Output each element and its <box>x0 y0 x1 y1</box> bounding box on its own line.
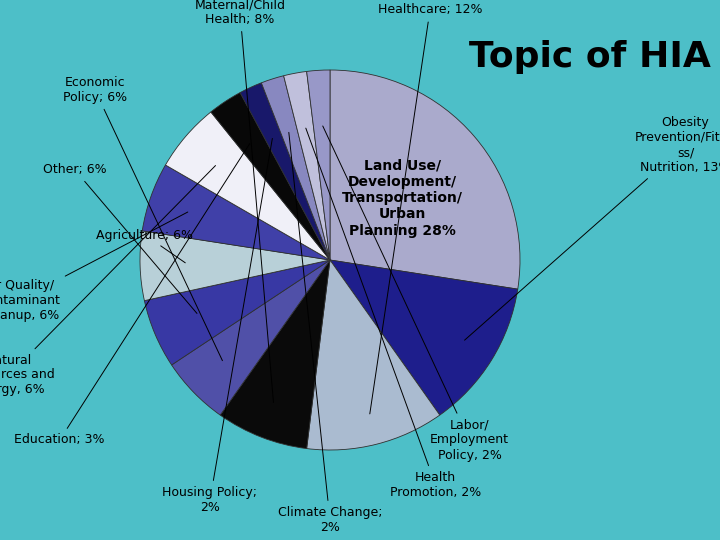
Text: Education; 3%: Education; 3% <box>14 144 250 447</box>
Wedge shape <box>171 260 330 415</box>
Text: Housing Policy;
2%: Housing Policy; 2% <box>163 138 272 514</box>
Wedge shape <box>211 92 330 260</box>
Text: Health
Promotion, 2%: Health Promotion, 2% <box>306 128 481 499</box>
Text: Healthcare; 12%: Healthcare; 12% <box>370 3 482 414</box>
Wedge shape <box>330 260 518 415</box>
Text: Land Use/
Development/
Transportation/
Urban
Planning 28%: Land Use/ Development/ Transportation/ U… <box>342 159 463 238</box>
Wedge shape <box>261 76 330 260</box>
Text: Maternal/Child
Health; 8%: Maternal/Child Health; 8% <box>194 0 286 402</box>
Wedge shape <box>166 112 330 260</box>
Text: Obesity
Prevention/Fitne
ss/
Nutrition, 13%: Obesity Prevention/Fitne ss/ Nutrition, … <box>464 116 720 340</box>
Wedge shape <box>145 260 330 365</box>
Wedge shape <box>220 260 330 449</box>
Text: Topic of HIA: Topic of HIA <box>469 40 711 74</box>
Wedge shape <box>307 260 440 450</box>
Wedge shape <box>140 231 330 301</box>
Wedge shape <box>284 71 330 260</box>
Text: Natural
Resources and
Energy, 6%: Natural Resources and Energy, 6% <box>0 166 215 396</box>
Wedge shape <box>307 70 330 260</box>
Wedge shape <box>330 70 520 289</box>
Text: Other; 6%: Other; 6% <box>43 164 197 313</box>
Text: Labor/
Employment
Policy, 2%: Labor/ Employment Policy, 2% <box>323 126 509 462</box>
Text: Economic
Policy; 6%: Economic Policy; 6% <box>63 76 222 361</box>
Wedge shape <box>240 83 330 260</box>
Text: Climate Change;
2%: Climate Change; 2% <box>278 132 382 534</box>
Text: Air Quality/
Contaminant
Cleanup, 6%: Air Quality/ Contaminant Cleanup, 6% <box>0 212 188 321</box>
Text: Agriculture; 6%: Agriculture; 6% <box>96 228 194 263</box>
Wedge shape <box>143 165 330 260</box>
